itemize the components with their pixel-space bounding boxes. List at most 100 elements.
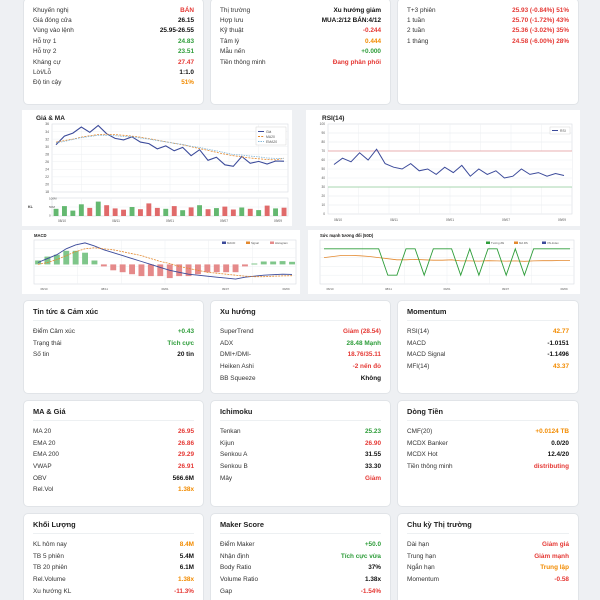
row-label: MACD [407,339,426,347]
summary-row: Volume Ratio 1.38x [220,574,381,586]
signal-line [37,247,293,278]
summary-row: Senkou B 33.30 [220,461,381,473]
y-tick-label: 18 [45,190,49,194]
summary-row: Mây Giảm [220,472,381,484]
summary-row: TB 5 phiên 5.4M [33,551,194,563]
row-value: 5.4M [179,552,194,560]
summary-row: Senkou A 31.55 [220,449,381,461]
section-card: Maker Score Điểm Maker +50.0 Nhận định Tích … [210,513,391,600]
row-label: Trạng thái [33,339,62,347]
section-title: Chu kỳ Thị trường [407,520,569,534]
x-tick-label: 09/09 [558,218,566,222]
summary-row: Body Ratio 37% [220,562,381,574]
summary-row: MCDX Hot 12.4/20 [407,449,569,461]
y-tick-label: 30 [45,145,49,149]
row-value: 26.90 [365,439,381,447]
volume-bar [95,201,101,216]
macd-histogram-bar [63,250,70,265]
y-tick-label: 40 [321,176,325,180]
section-title: MA & Giá [33,407,194,421]
macd-svg: MACD MACD Signal Histogram 08/10 08/11 09/01 09… [33,233,297,291]
macd-histogram-bar [204,264,211,273]
volume-bar [239,207,245,216]
summary-row: TB 20 phiên 6.1M [33,562,194,574]
summary-row: Tenkan 25.23 [220,426,381,438]
row-label: Body Ratio [220,564,252,572]
row-value: 37% [368,564,381,572]
summary-row: Dài hạn Giảm giá [407,539,569,551]
volume-bar [214,208,219,216]
x-tick-label: 09/01 [446,218,454,222]
section-title: Ichimoku [220,407,381,421]
macd-histogram-bar [176,264,183,277]
row-value: +0.43 [177,328,194,336]
chart-title: Giá & MA [36,115,65,122]
summary-row: MACD -1.0151 [407,338,569,350]
row-label: Điểm Maker [220,541,255,549]
summary-recommendation-card: Khuyến nghị BÁN Giá đóng cửa 26.15 Vùng vào … [23,0,204,105]
y-tick-label: 10 [321,203,325,207]
row-label: Giá đóng cửa [33,17,72,25]
price-series-line [55,124,285,167]
y-tick-label: 32 [45,137,49,141]
summary-row: Xu hướng KL -11.3% [33,585,194,597]
volume-bar [53,208,59,216]
summary-row: Tâm lý 0.444 [220,36,381,46]
macd-histogram-bar [129,264,135,275]
row-label: KL hôm nay [33,541,67,549]
y-tick-label: 36 [45,122,49,126]
price-ma-chart: Giá & MA 36 34 32 30 28 26 24 22 20 18 Giá MA20 EMA20… [22,110,292,226]
row-label: RSI(14) [407,328,430,336]
row-label: Hỗ trợ 2 [33,48,57,56]
row-value: Giảm (28.54) [342,328,381,336]
y-tick-label: 90 [321,131,325,135]
row-label: 1 tuần [407,17,425,25]
volume-bar [205,209,211,216]
row-label: VWAP [33,463,52,471]
row-label: TB 20 phiên [33,564,68,572]
legend-swatch [270,241,274,244]
row-label: Gap [220,587,233,595]
summary-row: EMA 200 29.29 [33,449,194,461]
summary-row: MFI(14) 43.37 [407,361,569,373]
row-value: -1.1496 [547,351,569,359]
row-value: 26.91 [178,463,194,471]
legend-label: RSI [560,129,566,133]
summary-row: Kháng cự 27.47 [33,57,194,67]
row-value: 33.30 [365,463,381,471]
chart-title: Sức mạnh tương đối (50D) [320,233,374,238]
row-label: CMF(20) [407,428,433,436]
summary-row: Nhận định Tích cực vừa [220,551,381,563]
summary-row: Hỗ trợ 2 23.51 [33,47,194,57]
macd-histogram-bar [110,264,117,271]
row-label: EMA 20 [33,439,56,447]
row-value: 1.38x [178,486,194,494]
row-value: 28.48 Mạnh [346,339,381,347]
macd-chart: MACD MACD Signal Histogram 08/10 08/11 09/01 09… [22,230,300,294]
y-tick-label: 26 [45,160,49,164]
macd-histogram-bar [270,261,277,265]
legend-label: MACD [227,241,235,245]
row-value: 25.95-26.55 [159,27,194,35]
row-value: 25.70 (-1.72%) 43% [512,17,569,25]
macd-histogram-bar [72,250,79,265]
chart-title: MACD [34,233,47,238]
volume-bar [256,210,262,216]
row-value: Giảm [365,474,381,482]
summary-row: Độ tin cậy 51% [33,78,194,88]
summary-row: Điểm Cảm xúc +0.43 [33,326,194,338]
volume-bar [264,205,270,216]
volume-bar [247,208,253,216]
macd-histogram-bar [82,252,88,265]
y-tick-label: 80 [321,140,325,144]
row-label: Ngắn hạn [407,564,435,572]
row-value: Tích cực vừa [340,552,381,560]
macd-histogram-bar [242,264,248,267]
section-card: Tin tức & Cảm xúc Điểm Cảm xúc +0.43 Trạng … [23,300,204,394]
row-label: Khuyến nghị [33,6,69,14]
summary-row: Kijun 26.90 [220,438,381,450]
row-label: Dài hạn [407,541,430,549]
volume-bar [112,208,118,216]
